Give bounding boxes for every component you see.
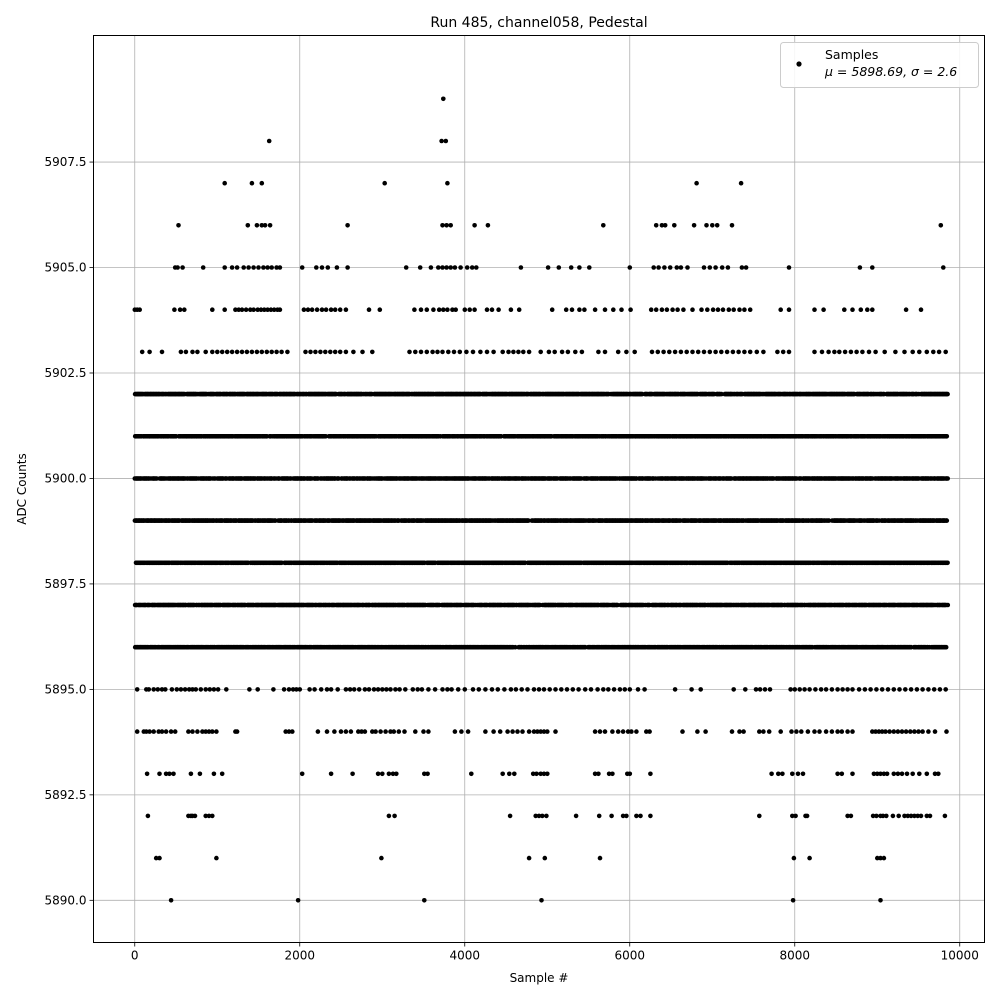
scatter-point xyxy=(943,644,949,650)
grid xyxy=(93,35,985,943)
scatter-point xyxy=(615,602,620,608)
scatter-point xyxy=(944,518,950,523)
chart-title: Run 485, channel058, Pedestal xyxy=(430,15,647,31)
scatter-point xyxy=(513,644,518,650)
scatter-point xyxy=(945,476,950,481)
data-points xyxy=(132,96,951,903)
scatter-point xyxy=(945,602,951,608)
scatter-point xyxy=(945,560,950,566)
